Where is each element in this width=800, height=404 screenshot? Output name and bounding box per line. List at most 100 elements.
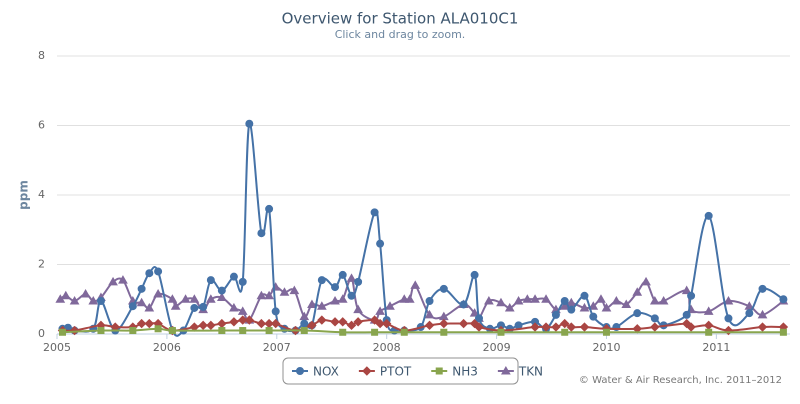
- marker: [424, 320, 435, 331]
- marker: [370, 208, 379, 217]
- marker: [410, 280, 421, 289]
- marker: [217, 286, 226, 295]
- marker: [206, 320, 216, 331]
- y-tick-label: 8: [38, 49, 45, 62]
- marker: [602, 328, 610, 336]
- marker: [330, 317, 340, 327]
- marker: [551, 310, 560, 319]
- marker: [779, 295, 788, 304]
- marker: [257, 229, 266, 238]
- marker: [199, 302, 208, 311]
- marker: [189, 294, 200, 303]
- marker: [330, 295, 340, 305]
- marker: [136, 318, 147, 329]
- marker: [190, 303, 199, 312]
- legend-label: PTOT: [380, 365, 412, 379]
- marker: [579, 322, 590, 332]
- marker: [500, 365, 511, 375]
- marker: [239, 327, 247, 335]
- marker: [484, 295, 494, 305]
- marker: [80, 289, 91, 298]
- marker: [757, 322, 768, 332]
- marker: [96, 296, 105, 305]
- legend-item[interactable]: NOX: [292, 365, 339, 379]
- marker: [265, 204, 274, 213]
- y-tick-label: 4: [38, 188, 45, 201]
- marker: [580, 291, 589, 300]
- marker: [621, 299, 632, 308]
- marker: [723, 295, 734, 305]
- marker: [650, 314, 659, 323]
- marker: [118, 275, 128, 284]
- legend-item[interactable]: TKN: [497, 365, 543, 379]
- y-tick-label: 6: [38, 119, 45, 132]
- marker: [270, 318, 281, 329]
- marker: [650, 322, 660, 332]
- marker: [560, 318, 570, 329]
- marker: [385, 301, 395, 310]
- marker: [705, 328, 713, 336]
- marker: [339, 328, 347, 336]
- marker: [346, 273, 357, 282]
- marker: [541, 294, 551, 303]
- marker: [779, 328, 787, 336]
- marker: [458, 318, 469, 329]
- marker: [596, 294, 606, 303]
- y-axis-title: ppm: [17, 180, 31, 210]
- legend-box: [282, 357, 519, 385]
- marker: [238, 277, 247, 286]
- marker: [58, 328, 66, 336]
- marker: [435, 367, 443, 375]
- marker: [440, 328, 448, 336]
- marker: [331, 283, 340, 292]
- marker: [279, 287, 290, 296]
- marker: [144, 302, 155, 312]
- marker: [206, 276, 215, 285]
- marker: [424, 309, 435, 319]
- marker: [470, 270, 479, 279]
- marker: [300, 327, 308, 335]
- x-tick-label: 2008: [373, 341, 401, 354]
- marker: [758, 284, 767, 293]
- marker: [530, 322, 540, 332]
- marker: [375, 318, 385, 329]
- x-tick-label: 2011: [702, 341, 730, 354]
- marker: [256, 318, 267, 329]
- marker: [686, 322, 696, 332]
- marker: [589, 312, 598, 321]
- marker: [400, 328, 408, 336]
- marker: [375, 306, 385, 315]
- marker: [530, 294, 540, 303]
- marker: [128, 302, 137, 311]
- marker: [371, 328, 379, 336]
- legend-item[interactable]: PTOT: [358, 365, 412, 379]
- marker: [237, 306, 248, 315]
- marker: [229, 302, 239, 312]
- marker: [439, 318, 449, 329]
- marker: [601, 302, 612, 312]
- marker: [97, 327, 105, 335]
- y-tick-label: 2: [38, 258, 45, 271]
- legend-item[interactable]: NH3: [431, 365, 478, 379]
- marker: [745, 309, 754, 318]
- marker: [362, 366, 372, 376]
- marker: [338, 270, 347, 279]
- marker: [566, 322, 577, 332]
- chart-subtitle: Click and drag to zoom.: [335, 28, 466, 41]
- marker: [154, 325, 162, 333]
- marker: [60, 290, 71, 300]
- marker: [317, 315, 327, 325]
- marker: [469, 308, 480, 317]
- marker: [217, 318, 227, 329]
- marker: [145, 269, 154, 278]
- marker: [658, 295, 669, 305]
- marker: [180, 294, 191, 303]
- marker: [632, 287, 643, 296]
- x-tick-label: 2010: [592, 341, 620, 354]
- marker: [229, 272, 238, 281]
- marker: [649, 295, 660, 305]
- marker: [353, 317, 363, 327]
- marker: [347, 291, 356, 300]
- marker: [317, 276, 326, 285]
- marker: [588, 301, 599, 310]
